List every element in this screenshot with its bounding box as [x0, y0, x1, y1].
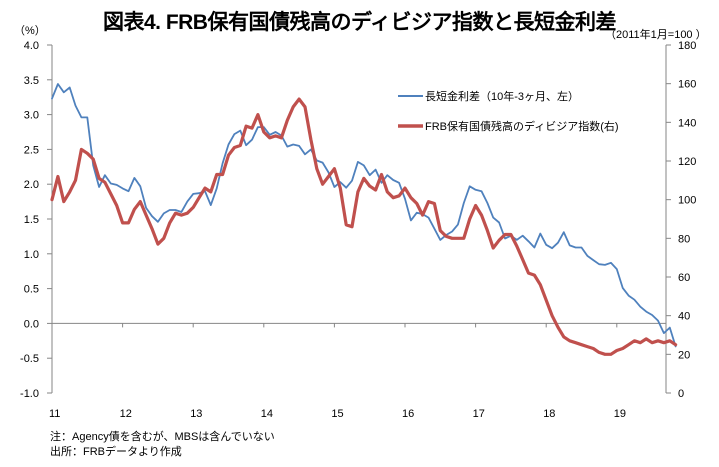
- footnotes: 注：Agency債を含むが、MBSは含んでいない 出所：FRBデータより作成: [50, 430, 275, 460]
- x-axis-tick-label: 12: [120, 408, 132, 420]
- legend: 長短金利差（10年-3ヶ月、左） FRB保有国債残高のディビジア指数(右): [398, 89, 619, 133]
- series-lines: [50, 83, 678, 356]
- source-text: 出所：FRBデータより作成: [50, 446, 182, 458]
- x-axis-tick-label: 15: [331, 408, 343, 420]
- left-axis-tick-label: 1.5: [24, 214, 39, 226]
- right-axis-unit: （2011年1月=100 ）: [605, 29, 707, 41]
- right-axis-tick-label: 160: [678, 79, 696, 91]
- left-axis-tick-label: 3.5: [24, 75, 39, 87]
- series-line-spread: [51, 83, 677, 348]
- chart-title: 図表4. FRB保有国債残高のディビジア指数と長短金利差: [102, 11, 617, 34]
- left-axis-tick-label: -1.0: [20, 388, 39, 400]
- right-axis-tick-label: 120: [678, 156, 696, 168]
- right-axis-tick-label: 40: [678, 311, 690, 323]
- series-line-divisia: [50, 97, 678, 356]
- left-axis-tick-label: 0.5: [24, 284, 39, 296]
- left-axis-tick-label: 0.0: [24, 318, 39, 330]
- right-axis-tick-label: 100: [678, 195, 696, 207]
- right-axis-tick-label: 0: [678, 388, 684, 400]
- axes: 4.03.53.02.52.01.51.00.50.0-0.5-1.018016…: [20, 40, 696, 420]
- left-axis-tick-label: 3.0: [24, 110, 39, 122]
- x-axis-tick-label: 11: [49, 408, 60, 420]
- left-axis-tick-label: 1.0: [24, 249, 39, 261]
- right-axis-tick-label: 140: [678, 117, 696, 129]
- x-axis-tick-label: 16: [402, 408, 414, 420]
- left-axis-tick-label: 2.5: [24, 144, 39, 156]
- right-axis-tick-label: 80: [678, 233, 690, 245]
- right-axis-tick-label: 60: [678, 272, 690, 284]
- left-axis-tick-label: 2.0: [24, 179, 39, 191]
- x-axis-tick-label: 19: [614, 408, 626, 420]
- right-axis-tick-label: 20: [678, 349, 690, 361]
- legend-label-spread: 長短金利差（10年-3ヶ月、左）: [425, 89, 579, 103]
- note-text: 注：Agency債を含むが、MBSは含んでいない: [50, 431, 275, 443]
- x-axis-tick-label: 14: [261, 408, 273, 420]
- legend-label-divisia: FRB保有国債残高のディビジア指数(右): [425, 119, 619, 133]
- x-axis-tick-label: 17: [473, 408, 485, 420]
- x-axis-tick-label: 18: [543, 408, 555, 420]
- left-axis-tick-label: 4.0: [24, 40, 39, 52]
- x-axis-tick-label: 13: [190, 408, 202, 420]
- left-axis-unit: （%）: [14, 25, 46, 37]
- left-axis-tick-label: -0.5: [20, 353, 39, 365]
- right-axis-tick-label: 180: [678, 40, 696, 52]
